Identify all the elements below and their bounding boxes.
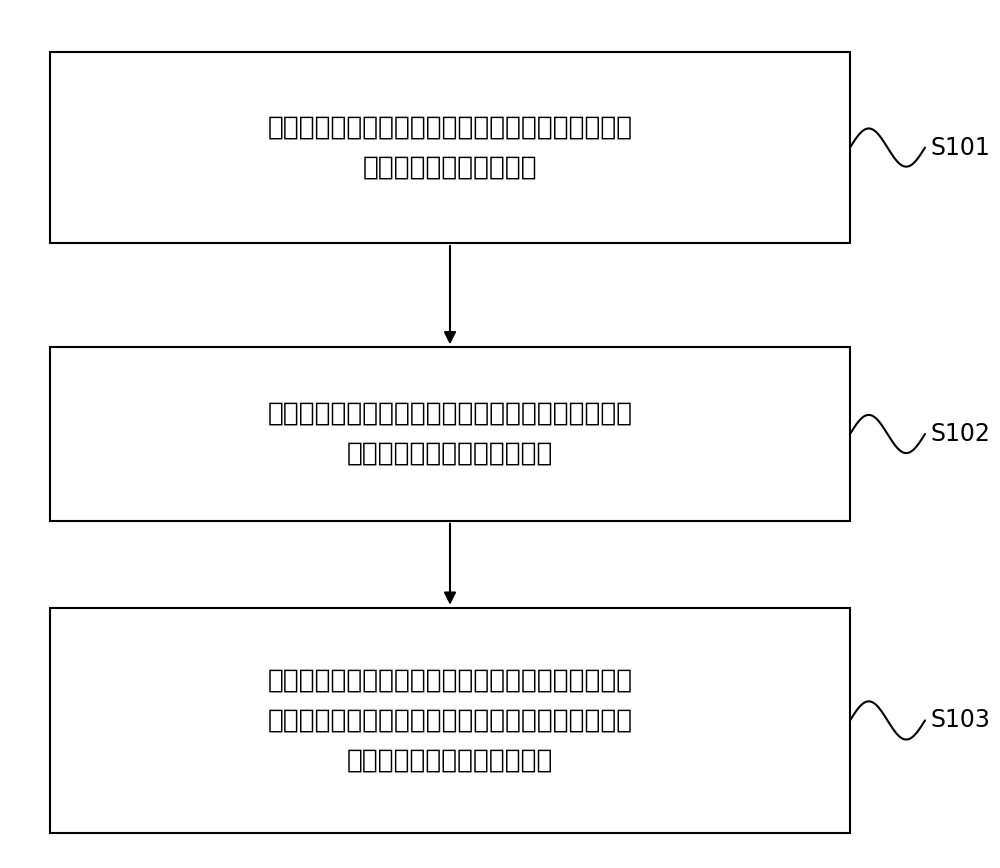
Text: S103: S103 [930, 708, 990, 733]
Text: S101: S101 [930, 135, 990, 160]
Bar [50, 608, 850, 833]
Text: S102: S102 [930, 422, 990, 446]
Text: 获取双路供电空调的压缩机的吸气压力、压缩机的排
气压力和压缩机的电参数: 获取双路供电空调的压缩机的吸气压力、压缩机的排 气压力和压缩机的电参数 [267, 115, 633, 181]
Bar [50, 347, 850, 521]
Text: 压缩机达到最大功率状态，则控制第一接触器和第二
接触器的工作状态以控制主路电源和备路电源的通断
，以对双路供电空调进行测试: 压缩机达到最大功率状态，则控制第一接触器和第二 接触器的工作状态以控制主路电源和… [267, 667, 633, 773]
Bar [50, 52, 850, 243]
Text: 采用控制器根据吸气压力、排气压力和电参数，判断
压缩机是否达到最大功率状态: 采用控制器根据吸气压力、排气压力和电参数，判断 压缩机是否达到最大功率状态 [267, 401, 633, 467]
